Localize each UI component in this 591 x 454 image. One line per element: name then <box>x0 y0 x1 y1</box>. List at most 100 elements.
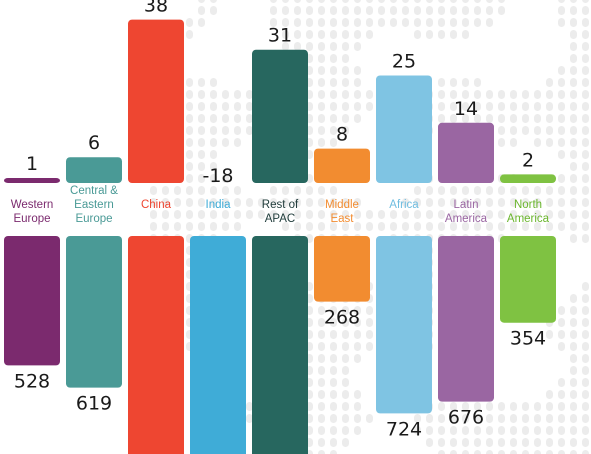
background-dot <box>570 78 577 87</box>
background-dot <box>330 342 337 351</box>
background-dot <box>570 162 577 171</box>
background-dot <box>474 78 481 87</box>
background-dot <box>486 210 493 219</box>
background-dot <box>510 126 517 135</box>
background-dot <box>558 66 565 75</box>
background-dot <box>570 402 577 411</box>
background-dot <box>366 318 373 327</box>
background-dot <box>546 402 553 411</box>
background-dot <box>558 0 565 3</box>
background-dot <box>318 414 325 423</box>
background-dot <box>558 426 565 435</box>
background-dot <box>570 330 577 339</box>
background-dot <box>210 102 217 111</box>
background-dot <box>438 18 445 27</box>
background-dot <box>510 402 517 411</box>
background-dot <box>558 198 565 207</box>
background-dot <box>570 318 577 327</box>
background-dot <box>306 6 313 15</box>
background-dot <box>522 198 529 207</box>
background-dot <box>450 30 457 39</box>
background-dot <box>258 210 265 219</box>
background-dot <box>186 198 193 207</box>
background-dot <box>186 150 193 159</box>
background-dot <box>582 102 589 111</box>
background-dot <box>498 222 505 231</box>
background-dot <box>582 390 589 399</box>
background-dot <box>354 42 361 51</box>
background-dot <box>330 6 337 15</box>
region-label: Western Europe <box>11 199 54 225</box>
background-dot <box>294 6 301 15</box>
background-dot <box>342 114 349 123</box>
background-dot <box>222 186 229 195</box>
background-dot <box>522 126 529 135</box>
background-dot <box>354 90 361 99</box>
background-dot <box>498 6 505 15</box>
background-dot <box>570 42 577 51</box>
background-dot <box>198 198 205 207</box>
background-dot <box>414 210 421 219</box>
background-dot <box>366 102 373 111</box>
background-dot <box>354 198 361 207</box>
background-dot <box>210 78 217 87</box>
background-dot <box>486 198 493 207</box>
background-dot <box>438 198 445 207</box>
background-dot <box>342 210 349 219</box>
background-dot <box>462 78 469 87</box>
background-dot <box>186 114 193 123</box>
background-dot <box>486 6 493 15</box>
background-dot <box>246 126 253 135</box>
background-dot <box>570 66 577 75</box>
background-dot <box>222 174 229 183</box>
background-dot <box>318 186 325 195</box>
background-dot <box>438 114 445 123</box>
background-dot <box>462 30 469 39</box>
background-dot <box>558 126 565 135</box>
background-dot <box>474 102 481 111</box>
background-dot <box>318 342 325 351</box>
background-dot <box>318 390 325 399</box>
background-dot <box>318 222 325 231</box>
background-dot <box>198 6 205 15</box>
background-dot <box>474 438 481 447</box>
background-dot <box>342 342 349 351</box>
background-dot <box>438 0 445 3</box>
background-dot <box>210 174 217 183</box>
background-dot <box>486 0 493 3</box>
background-dot <box>546 138 553 147</box>
background-dot <box>318 378 325 387</box>
background-dot <box>318 54 325 63</box>
background-dot <box>318 366 325 375</box>
background-dot <box>354 114 361 123</box>
background-dot <box>534 210 541 219</box>
background-dot <box>450 90 457 99</box>
background-dot <box>570 18 577 27</box>
background-dot <box>558 402 565 411</box>
background-dot <box>342 54 349 63</box>
background-dot <box>270 210 277 219</box>
background-dot <box>318 6 325 15</box>
background-dot <box>498 450 505 454</box>
background-dot <box>210 162 217 171</box>
background-dot <box>534 102 541 111</box>
background-dot <box>342 378 349 387</box>
top-value-label: 1 <box>26 153 38 175</box>
background-dot <box>318 450 325 454</box>
background-dot <box>570 390 577 399</box>
background-dot <box>426 30 433 39</box>
background-dot <box>186 90 193 99</box>
background-dot <box>498 186 505 195</box>
background-dot <box>366 18 373 27</box>
background-dot <box>426 438 433 447</box>
background-dot <box>462 6 469 15</box>
background-dot <box>582 222 589 231</box>
background-dot <box>198 174 205 183</box>
background-dot <box>510 186 517 195</box>
background-dot <box>570 366 577 375</box>
region-group: -18 India <box>190 165 246 454</box>
background-dot <box>402 210 409 219</box>
top-bar <box>128 19 184 183</box>
bottom-bar <box>500 236 556 323</box>
